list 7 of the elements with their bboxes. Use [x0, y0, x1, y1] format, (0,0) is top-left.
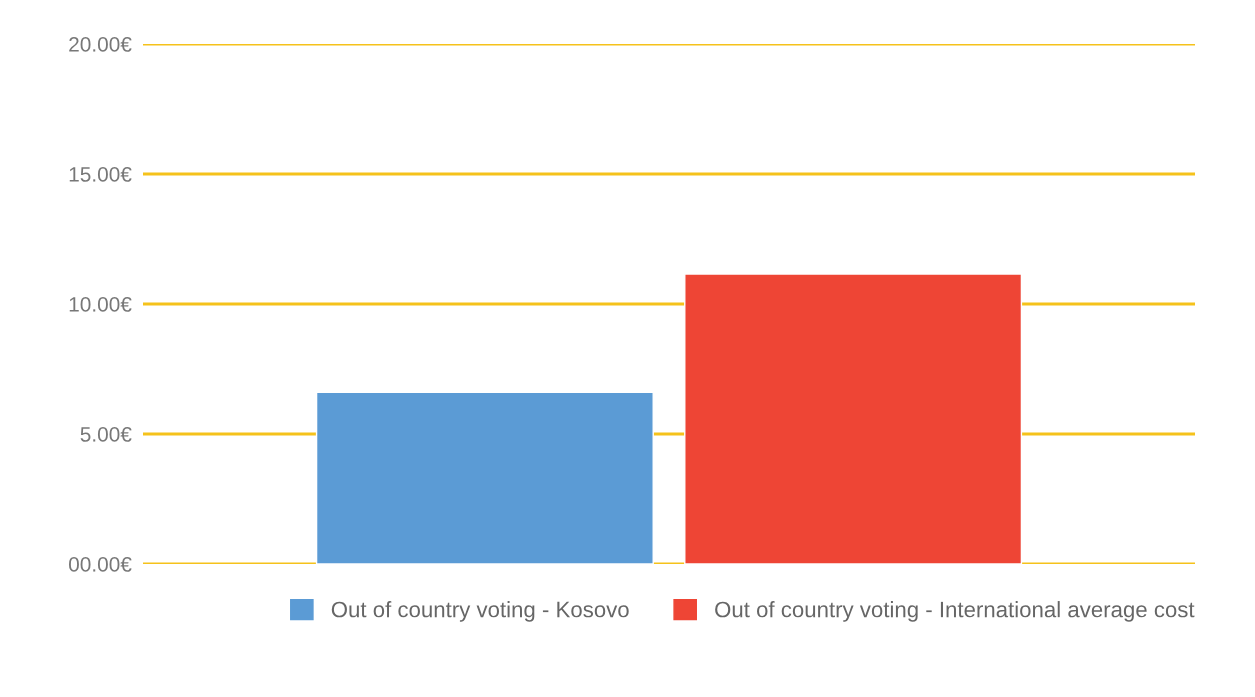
y-tick-label: 10.00€ [69, 297, 132, 312]
y-tick-label: 15.00€ [69, 167, 132, 182]
legend-label: Out of country voting - International average cost [715, 601, 1195, 622]
y-tick-label: 20.00€ [69, 37, 132, 52]
y-tick-label: 00.00€ [68, 557, 132, 572]
legend-label: Out of country voting - Kosovo [331, 601, 629, 622]
y-tick-label: 5.00€ [80, 427, 132, 442]
